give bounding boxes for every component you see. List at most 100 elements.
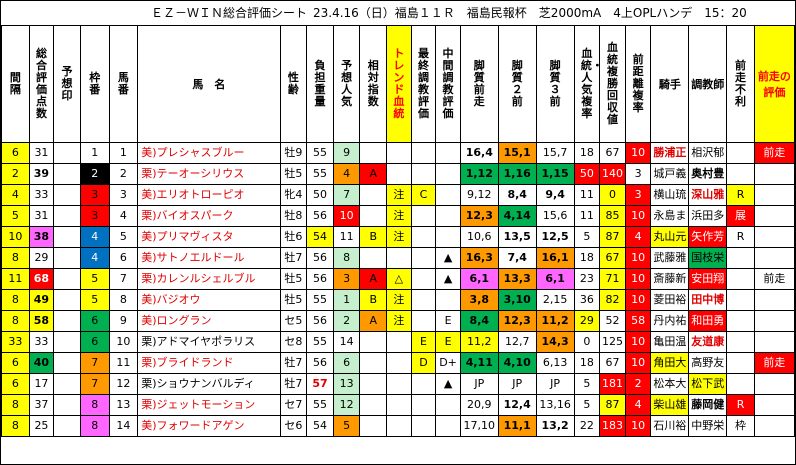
header-dist-rate: 前距離複率 xyxy=(624,25,652,143)
cell-mid: E xyxy=(435,331,461,353)
table-body: 6 31 1 1 美)プレシャスブルー 牡9 55 9 16,4 15,1 15,7 18 67 10 勝浦… xyxy=(1,142,796,437)
cell-final xyxy=(410,415,437,437)
cell-popular: 6 xyxy=(332,352,361,374)
cell-furi: R xyxy=(726,184,755,206)
cell-furi: R xyxy=(726,394,755,416)
cell-furi: 枠 xyxy=(726,415,755,437)
cell-furi xyxy=(726,142,755,164)
cell-pop-rate: 11 xyxy=(573,184,601,206)
cell-p1: 17,10 xyxy=(459,415,499,437)
cell-recovery: 82 xyxy=(599,289,626,311)
cell-p2: 4,14 xyxy=(497,205,537,227)
cell-p3: 12,5 xyxy=(535,226,575,248)
cell-p1: 16,3 xyxy=(459,247,499,269)
cell-final xyxy=(410,373,437,395)
cell-relative: B xyxy=(359,289,388,311)
cell-trend: 注 xyxy=(386,226,412,248)
cell-popular: 9 xyxy=(332,142,361,164)
horse-row: 8 49 5 8 美)バジオウ 牡5 55 1 B 注 3,8 3,10 2,15 36 82 10 菱田裕 田中… xyxy=(1,289,796,311)
sheet-title: ＥＺ－ＷＩＮ総合評価シート xyxy=(151,6,308,20)
cell-umaban: 7 xyxy=(108,268,139,290)
cell-waku: 4 xyxy=(79,226,110,248)
cell-relative xyxy=(359,184,388,206)
cell-name: 栗)ブライドランド xyxy=(137,352,281,374)
cell-relative: A xyxy=(359,163,388,185)
cell-interval: 8 xyxy=(1,310,30,332)
cell-mark xyxy=(53,142,81,164)
header-popular: 予想人気 xyxy=(332,25,361,143)
cell-total: 31 xyxy=(28,205,55,227)
cell-final xyxy=(410,247,437,269)
cell-dist-rate: 2 xyxy=(624,373,652,395)
cell-p1: 16,4 xyxy=(459,142,499,164)
cell-sexage: 牡7 xyxy=(279,373,308,395)
cell-relative: A xyxy=(359,268,388,290)
cell-popular: 1 xyxy=(332,289,361,311)
cell-recovery: 125 xyxy=(599,331,626,353)
cell-eval xyxy=(753,289,796,311)
cell-p1: 20,9 xyxy=(459,394,499,416)
cell-umaban: 13 xyxy=(108,394,139,416)
cell-jockey: 菱田裕 xyxy=(650,289,690,311)
cell-p3: 1,15 xyxy=(535,163,575,185)
header-relative: 相対指数 xyxy=(359,25,388,143)
cell-p1: 6,1 xyxy=(459,268,499,290)
horse-row: 6 31 1 1 美)プレシャスブルー 牡9 55 9 16,4 15,1 15,7 18 67 10 勝浦… xyxy=(1,142,796,164)
cell-pop-rate: 5 xyxy=(573,394,601,416)
cell-p3: JP xyxy=(535,373,575,395)
cell-jockey: 勝浦正 xyxy=(650,142,690,164)
cell-weight: 56 xyxy=(306,205,334,227)
cell-waku: 3 xyxy=(79,184,110,206)
cell-furi xyxy=(726,310,755,332)
cell-p2: 1,16 xyxy=(497,163,537,185)
cell-eval: 前走 xyxy=(753,142,796,164)
cell-p3: 6,13 xyxy=(535,352,575,374)
cell-p1: JP xyxy=(459,373,499,395)
cell-trend: 注 xyxy=(386,205,412,227)
header-umaban: 馬番 xyxy=(108,25,139,143)
cell-dist-rate: 10 xyxy=(624,247,652,269)
cell-pop-rate: 36 xyxy=(573,289,601,311)
header-waku: 枠番 xyxy=(79,25,110,143)
cell-waku: 7 xyxy=(79,352,110,374)
header-total: 総合評価点数 xyxy=(28,25,55,143)
cell-p2: 4,10 xyxy=(497,352,537,374)
cell-popular: 2 xyxy=(332,310,361,332)
cell-jockey: 武藤雅 xyxy=(650,247,690,269)
cell-p3: 6,1 xyxy=(535,268,575,290)
cell-interval: 6 xyxy=(1,352,30,374)
cell-trend: △ xyxy=(386,268,412,290)
cell-umaban: 8 xyxy=(108,289,139,311)
cell-jockey: 斎藤新 xyxy=(650,268,690,290)
cell-popular: 4 xyxy=(332,163,361,185)
cell-waku: 8 xyxy=(79,415,110,437)
cell-jockey: 柴山雄 xyxy=(650,394,690,416)
cell-interval: 4 xyxy=(1,184,30,206)
cell-sexage: セ8 xyxy=(279,331,308,353)
cell-mark xyxy=(53,331,81,353)
cell-trend xyxy=(386,142,412,164)
cell-total: 49 xyxy=(28,289,55,311)
cell-p3: 16,1 xyxy=(535,247,575,269)
cell-trend: 注 xyxy=(386,184,412,206)
cell-mark xyxy=(53,268,81,290)
cell-trainer: 田中博 xyxy=(688,289,728,311)
cell-pop-rate: 22 xyxy=(573,415,601,437)
cell-mid xyxy=(435,142,461,164)
cell-mark xyxy=(53,373,81,395)
cell-weight: 54 xyxy=(306,415,334,437)
cell-name: 美)エリオトローピオ xyxy=(137,184,281,206)
cell-name: 栗)カレンルシェルブル xyxy=(137,268,281,290)
cell-waku: 1 xyxy=(79,142,110,164)
cell-furi xyxy=(726,163,755,185)
header-p3: 脚質３前 xyxy=(535,25,575,143)
cell-dist-rate: 10 xyxy=(624,289,652,311)
horse-row: 11 68 5 7 栗)カレンルシェルブル 牡5 56 3 A △ ▲ 6,1 13,3 6,1 23 71 1… xyxy=(1,268,796,290)
cell-jockey: 角田大 xyxy=(650,352,690,374)
cell-weight: 55 xyxy=(306,289,334,311)
cell-eval xyxy=(753,163,796,185)
horse-row: 4 33 3 3 美)エリオトローピオ 牝4 50 7 注 C 9,12 8,4 9,4 11 0 3 横山琉深… xyxy=(1,184,796,206)
cell-waku: 4 xyxy=(79,247,110,269)
horse-row: 6 17 7 12 栗)ショウナンバルディ 牡7 57 13 ▲ JP JP JP 5 181 2 松本大 松下… xyxy=(1,373,796,395)
cell-trend xyxy=(386,331,412,353)
